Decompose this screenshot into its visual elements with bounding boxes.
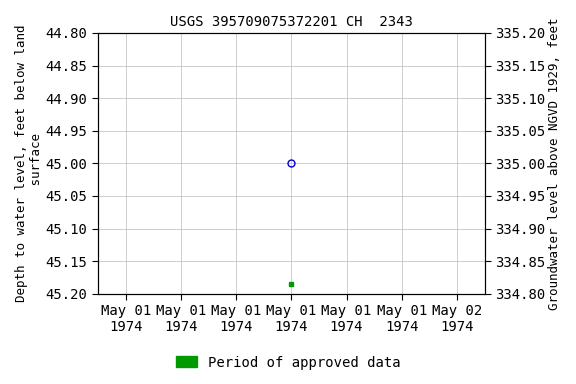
Y-axis label: Groundwater level above NGVD 1929, feet: Groundwater level above NGVD 1929, feet (548, 17, 561, 310)
Y-axis label: Depth to water level, feet below land
 surface: Depth to water level, feet below land su… (15, 25, 43, 302)
Legend: Period of approved data: Period of approved data (170, 350, 406, 375)
Title: USGS 395709075372201 CH  2343: USGS 395709075372201 CH 2343 (170, 15, 413, 29)
